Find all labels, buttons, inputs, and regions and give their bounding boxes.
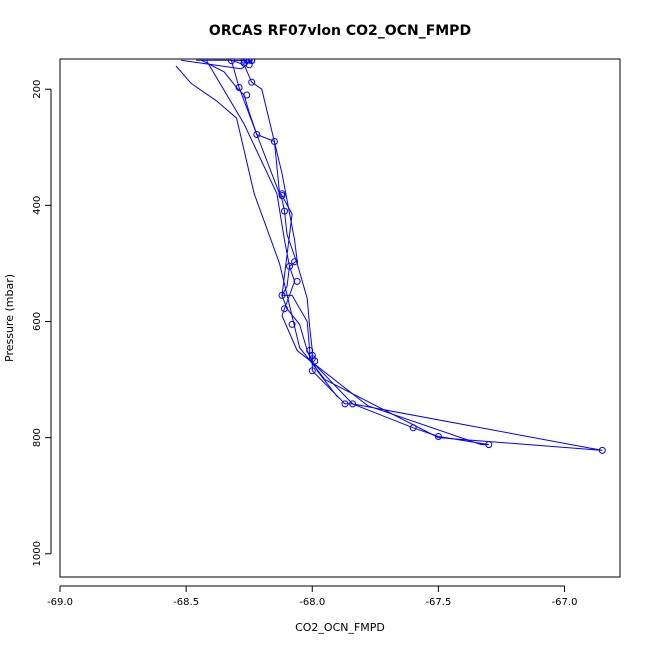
data-point <box>293 277 301 285</box>
y-tick-label: 800 <box>32 428 43 447</box>
chart-title: ORCAS RF07vlon CO2_OCN_FMPD <box>209 23 471 39</box>
y-tick-label: 200 <box>32 80 43 99</box>
data-point <box>245 59 253 64</box>
data-point <box>245 61 253 69</box>
data-point <box>248 78 256 86</box>
data-point <box>286 262 293 270</box>
plot-area <box>175 59 606 454</box>
data-point <box>228 59 235 65</box>
data-point <box>253 131 261 138</box>
data-point <box>278 192 286 199</box>
series-layer <box>175 59 603 451</box>
data-point <box>291 258 299 266</box>
data-point <box>281 207 288 215</box>
data-point <box>308 351 316 359</box>
y-tick-label: 400 <box>32 196 43 215</box>
series-line-3 <box>201 59 338 398</box>
data-point <box>598 446 606 454</box>
data-point <box>308 367 316 375</box>
y-tick-label: 1000 <box>32 541 43 566</box>
data-point <box>288 320 296 328</box>
y-axis: 200 400 600 800 1000 <box>32 80 52 566</box>
points-layer <box>228 59 606 454</box>
x-axis: -69.0 -68.5 -68.0 -67.5 -67.0 <box>47 585 578 608</box>
data-point <box>311 357 319 365</box>
x-axis-label: CO2_OCN_FMPD <box>295 621 385 634</box>
x-tick-label: -67.0 <box>552 597 578 608</box>
series-line-2 <box>175 59 603 451</box>
plot-frame <box>59 58 621 578</box>
data-point <box>243 91 251 99</box>
data-point <box>349 400 357 408</box>
x-tick-label: -69.0 <box>47 597 73 608</box>
data-point <box>270 138 278 145</box>
data-point <box>235 84 243 91</box>
data-point <box>281 305 288 313</box>
data-point <box>240 59 248 64</box>
series-line-1 <box>181 59 489 446</box>
x-tick-label: -68.0 <box>299 597 325 608</box>
data-point <box>278 291 286 299</box>
x-tick-label: -68.5 <box>173 597 199 608</box>
y-tick-label: 600 <box>32 312 43 331</box>
y-axis-label: Pressure (mbar) <box>3 274 16 362</box>
x-tick-label: -67.5 <box>425 597 451 608</box>
data-point <box>434 433 442 440</box>
data-point <box>341 400 349 408</box>
data-point <box>485 441 493 449</box>
data-point <box>409 424 417 432</box>
